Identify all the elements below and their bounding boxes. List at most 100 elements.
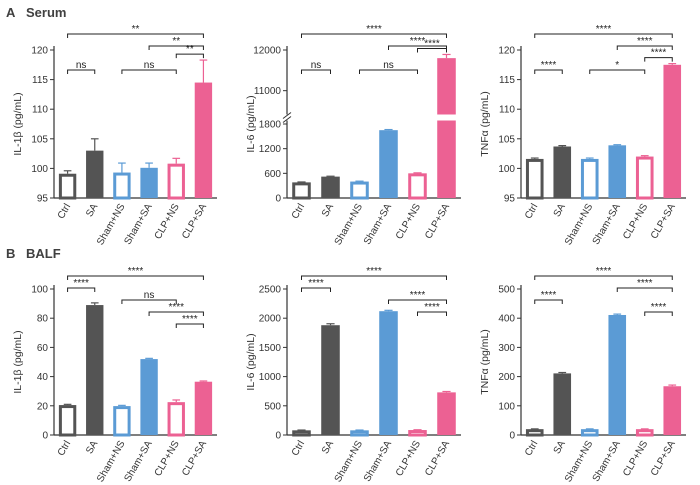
y-tick-label: 110 [32,105,48,116]
bar [321,176,340,198]
bar [379,130,398,198]
significance-label: **** [541,290,557,301]
significance-label: ns [144,290,155,301]
section-letter: B [6,246,15,261]
bar [580,158,599,200]
significance-label: ** [186,44,194,55]
chart-panel-1: 95 100 105 110 115 120 IL-1β (pg/mL) Ctrl SA Sham… [12,24,217,247]
y-tick-label: 12000 [253,46,281,57]
category-label: CLP+NS [394,202,423,242]
significance-label: **** [424,38,440,49]
bar [379,311,398,435]
category-label: Ctrl [523,202,540,221]
significance-label: ns [383,60,394,71]
category-label: SA [320,439,336,456]
significance-bracket [148,45,204,50]
category-label: Ctrl [56,439,73,458]
y-tick-label: 100 [498,164,515,175]
axis-break-gap [283,114,291,121]
y-tick-label: 600 [264,169,281,180]
category-label: CLP+NS [153,439,182,479]
chart-panel-2: 0 600 1200 1800 11000 12000 IL-6 (pg/mL) Ctrl SA… [245,24,461,247]
significance-bracket [67,287,96,292]
bar [437,58,456,199]
bar [58,173,77,200]
bar [140,359,158,435]
category-label: Ctrl [290,202,307,221]
significance-bracket [67,33,204,38]
category-label: SA [552,202,568,219]
y-tick-label: 105 [31,134,48,145]
significance-label: **** [182,314,198,325]
y-tick-label: 100 [498,401,515,412]
y-tick-label: 1500 [259,343,282,354]
chart-panel-3: 95 100 105 110 115 120 TNFα (pg/mL) Ctrl SA Sham+… [479,24,686,247]
significance-bracket [388,299,447,304]
category-label: CLP+SA [649,202,678,241]
significance-label: **** [424,302,440,313]
category-label: Ctrl [523,439,540,458]
significance-label: ** [132,24,140,35]
y-tick-label: 0 [42,431,48,442]
significance-label: ns [144,60,155,71]
y-tick-label: 95 [37,194,49,205]
section-label: BALF [26,246,61,261]
significance-bracket [301,69,331,74]
bar [608,314,627,435]
significance-label: * [615,60,619,71]
y-tick-label: 20 [37,401,49,412]
significance-bracket [616,45,673,50]
y-axis-label: IL-6 (pg/mL) [245,95,257,152]
bar [321,325,340,435]
axis-break-mark [282,112,292,119]
bar [292,182,311,200]
significance-bracket [417,311,447,316]
y-tick-label: 110 [499,105,515,116]
significance-bracket [589,69,646,74]
bar [167,402,185,437]
significance-bracket [301,287,331,292]
section-serum-header: A Serum [6,5,66,20]
bar [525,429,544,437]
bar [553,146,572,198]
category-label: CLP+NS [153,202,182,242]
category-label: SA [84,439,100,456]
bar [167,163,185,200]
significance-label: **** [651,302,667,313]
category-label: SA [84,202,100,219]
significance-label: ns [76,60,87,71]
significance-label: **** [366,24,382,35]
significance-bracket [175,323,204,328]
bar [350,430,369,437]
significance-bracket [644,57,673,62]
y-tick-label: 0 [275,431,281,442]
y-tick-label: 1800 [259,120,282,131]
bar [58,405,77,437]
significance-bracket [417,47,447,53]
y-tick-label: 100 [31,164,48,175]
category-label: CLP+NS [394,439,423,479]
y-tick-label: 105 [498,134,515,145]
category-label: Sham+SA [362,202,394,247]
bar [86,305,104,435]
category-label: Sham+NS [333,202,366,247]
y-tick-label: 1200 [259,144,282,155]
significance-bracket [301,275,447,280]
significance-label: **** [308,278,324,289]
y-tick-label: 400 [498,314,515,325]
bar [525,158,544,200]
significance-label: **** [410,36,426,47]
category-label: Sham+SA [591,202,623,247]
y-tick-label: 40 [37,372,49,383]
significance-bracket [616,287,673,292]
bar [663,386,682,435]
category-label: CLP+SA [423,202,452,241]
y-tick-label: 11000 [254,86,282,97]
category-label: Sham+SA [122,439,154,484]
significance-label: **** [410,290,426,301]
y-tick-label: 80 [37,314,49,325]
category-label: Sham+NS [333,439,366,484]
significance-bracket [534,275,673,280]
category-label: SA [552,439,568,456]
